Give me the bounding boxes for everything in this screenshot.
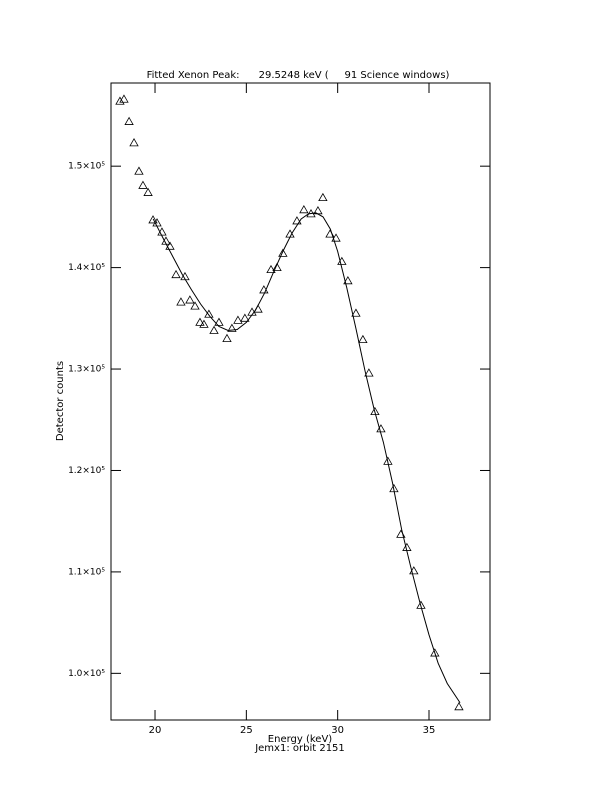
x-tick-label: 20 — [149, 725, 162, 736]
chart-title: Fitted Xenon Peak: 29.5248 keV ( 91 Scie… — [147, 70, 450, 81]
data-point — [214, 317, 224, 326]
data-point — [299, 204, 309, 214]
x-tick-label: 25 — [240, 725, 253, 736]
y-axis-label: Detector counts — [55, 361, 66, 441]
data-point — [272, 262, 282, 272]
data-point — [292, 216, 302, 225]
data-point — [165, 241, 175, 250]
data-point — [364, 368, 374, 377]
fit-line — [152, 212, 461, 704]
data-point — [209, 325, 219, 334]
y-tick-label: 1.4×10⁵ — [68, 263, 105, 273]
data-point — [240, 313, 250, 322]
data-point — [430, 648, 440, 657]
data-point — [233, 315, 243, 324]
data-point — [204, 309, 214, 318]
x-tick-label: 35 — [423, 725, 436, 736]
data-point — [115, 96, 125, 105]
y-tick-label: 1.1×10⁵ — [68, 567, 105, 577]
data-point — [222, 333, 232, 343]
y-tick-label: 1.3×10⁵ — [68, 365, 105, 375]
data-point — [416, 600, 426, 609]
data-point — [343, 275, 353, 285]
x-tick-label: 30 — [331, 725, 344, 736]
data-point — [185, 295, 195, 304]
data-point — [119, 94, 129, 103]
data-point — [143, 187, 153, 196]
data-point — [124, 116, 134, 125]
data-point — [134, 166, 144, 175]
data-point — [227, 323, 237, 332]
data-point — [358, 334, 368, 344]
data-point — [318, 192, 328, 202]
data-point — [278, 248, 288, 257]
plot-frame — [110, 82, 491, 721]
data-point — [199, 319, 209, 328]
data-point — [331, 233, 341, 242]
data-point — [129, 138, 139, 147]
data-point — [176, 297, 186, 306]
data-point — [148, 215, 158, 224]
subtitle: Jemx1: orbit 2151 — [254, 743, 345, 754]
data-point — [171, 269, 181, 279]
y-tick-label: 1.5×10⁵ — [68, 162, 105, 172]
data-point — [454, 702, 464, 711]
data-point — [195, 317, 205, 326]
y-tick-label: 1.0×10⁵ — [68, 669, 105, 679]
data-point — [370, 406, 380, 416]
data-point — [266, 264, 276, 274]
x-axis-label: Energy (keV) — [268, 734, 333, 745]
y-tick-label: 1.2×10⁵ — [68, 466, 105, 476]
data-point — [138, 180, 148, 189]
data-point — [351, 308, 361, 317]
data-point — [190, 301, 200, 310]
